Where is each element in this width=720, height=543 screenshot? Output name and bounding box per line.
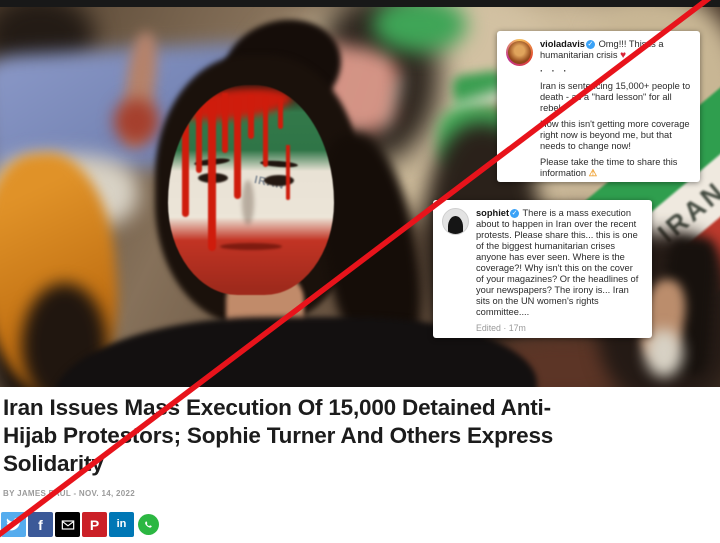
post-edited-timestamp: Edited · 17m bbox=[476, 323, 526, 333]
facebook-icon: f bbox=[38, 516, 43, 533]
verified-icon: ✓ bbox=[585, 40, 595, 49]
twitter-icon bbox=[6, 517, 22, 531]
broken-heart-icon: ♥ bbox=[620, 50, 627, 61]
blood-paint-drip bbox=[182, 99, 189, 217]
caption-line-intro: violadavis ✓ Omg!!! This is a humanitaria… bbox=[540, 39, 691, 61]
caption-para-2: How this isn't getting more coverage rig… bbox=[540, 119, 690, 151]
username-sophiet: sophiet bbox=[476, 208, 510, 218]
warning-icon: ⚠ bbox=[588, 168, 597, 178]
caption-para-3-text: Please take the time to share this infor… bbox=[540, 157, 678, 178]
ellipsis-dots: · · · bbox=[540, 66, 570, 76]
photo-blob bbox=[114, 99, 159, 144]
caption-para-3: Please take the time to share this infor… bbox=[540, 157, 691, 179]
blood-paint-drip bbox=[234, 99, 241, 199]
caption-sophiet: sophiet ✓ There is a mass execution about… bbox=[476, 208, 643, 333]
pinterest-icon: P bbox=[89, 516, 100, 533]
share-whatsapp-button[interactable] bbox=[136, 512, 161, 537]
article-byline: BY JAMES PAUL - NOV. 14, 2022 bbox=[3, 489, 136, 498]
caption-para-1: Iran is sentencing 15,000+ people to dea… bbox=[540, 81, 691, 113]
blood-paint-drip bbox=[248, 95, 254, 139]
share-linkedin-button[interactable]: in bbox=[109, 512, 134, 537]
caption-body: sophiet ✓ There is a mass execution about… bbox=[476, 208, 643, 318]
article-headline: Iran Issues Mass Execution Of 15,000 Det… bbox=[3, 394, 683, 478]
headline-line-3: Solidarity bbox=[3, 451, 104, 476]
avatar-sophiet bbox=[442, 208, 469, 235]
share-email-button[interactable] bbox=[55, 512, 80, 537]
username-violadavis: violadavis bbox=[540, 39, 585, 49]
blood-paint-drip bbox=[196, 95, 202, 173]
blood-paint-drip bbox=[286, 145, 290, 200]
blood-paint-drip bbox=[222, 93, 228, 153]
headline-line-2: Hijab Protestors; Sophie Turner And Othe… bbox=[3, 423, 554, 448]
face-painted-iran-flag: IRAN bbox=[168, 85, 334, 295]
caption-violadavis: violadavis ✓ Omg!!! This is a humanitaria… bbox=[540, 39, 691, 178]
instagram-post-violadavis: violadavis ✓ Omg!!! This is a humanitaria… bbox=[497, 31, 700, 182]
share-twitter-button[interactable] bbox=[1, 512, 26, 537]
blood-paint-drip bbox=[263, 97, 268, 167]
blood-paint-drip bbox=[278, 99, 283, 129]
share-buttons-row: f P in bbox=[1, 512, 161, 537]
photo-blob bbox=[220, 243, 282, 250]
linkedin-icon: in bbox=[116, 518, 127, 530]
headline-line-1: Iran Issues Mass Execution Of 15,000 Det… bbox=[3, 395, 551, 420]
top-dark-bar bbox=[0, 0, 720, 7]
avatar-violadavis bbox=[506, 39, 533, 66]
email-icon bbox=[61, 519, 74, 530]
photo-blob bbox=[242, 180, 254, 225]
blood-paint-drip bbox=[208, 101, 216, 251]
share-pinterest-button[interactable]: P bbox=[82, 512, 107, 537]
share-facebook-button[interactable]: f bbox=[28, 512, 53, 537]
instagram-post-sophiet: sophiet ✓ There is a mass execution about… bbox=[433, 200, 652, 338]
whatsapp-icon bbox=[138, 514, 159, 535]
caption-text: There is a mass execution about to happe… bbox=[476, 208, 639, 317]
verified-icon: ✓ bbox=[510, 209, 520, 218]
